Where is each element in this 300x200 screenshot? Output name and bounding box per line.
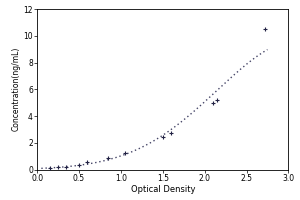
Y-axis label: Concentration(ng/mL): Concentration(ng/mL) bbox=[12, 47, 21, 131]
X-axis label: Optical Density: Optical Density bbox=[130, 185, 195, 194]
